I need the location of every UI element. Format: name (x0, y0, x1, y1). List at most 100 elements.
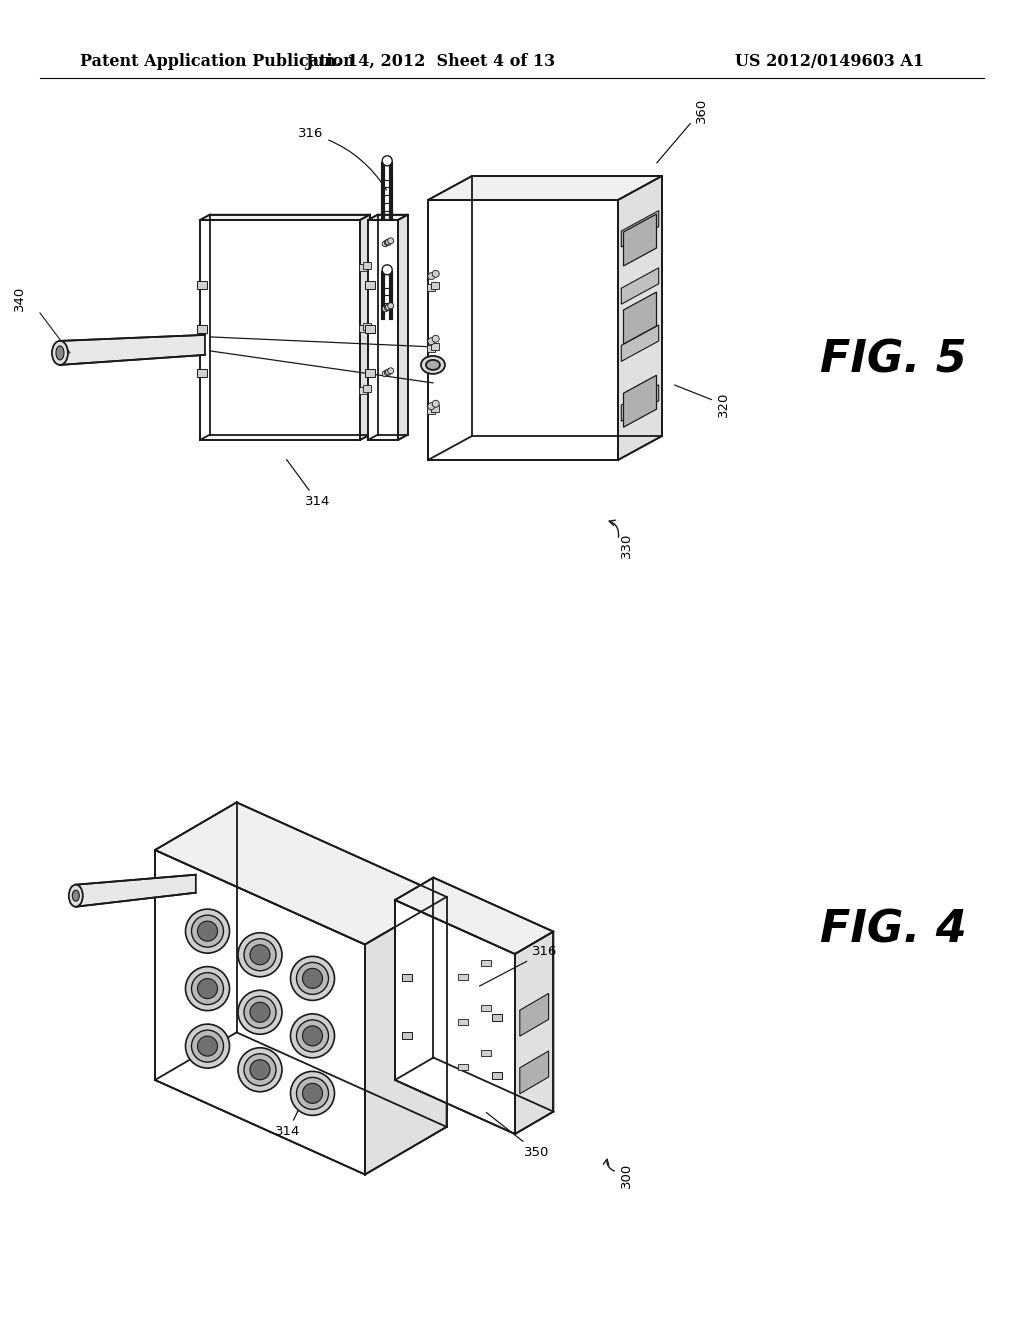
Circle shape (385, 370, 391, 375)
Bar (362, 323, 371, 330)
Polygon shape (60, 335, 205, 364)
Bar (402, 1031, 412, 1039)
Circle shape (238, 1048, 282, 1092)
Bar (359, 264, 368, 271)
Bar (366, 368, 375, 376)
Polygon shape (368, 215, 408, 220)
Polygon shape (200, 220, 360, 440)
Circle shape (250, 945, 270, 965)
Polygon shape (520, 1051, 549, 1094)
Circle shape (191, 973, 223, 1005)
Text: FIG. 4: FIG. 4 (820, 908, 967, 952)
Ellipse shape (426, 360, 440, 370)
Bar (359, 325, 368, 333)
Polygon shape (622, 385, 658, 421)
Polygon shape (622, 268, 658, 304)
Circle shape (291, 1072, 335, 1115)
Circle shape (297, 1020, 329, 1052)
Polygon shape (365, 896, 446, 1175)
Ellipse shape (73, 890, 79, 902)
Bar (427, 284, 435, 290)
Text: FIG. 5: FIG. 5 (820, 338, 967, 381)
Bar (458, 1064, 468, 1069)
Circle shape (432, 400, 439, 408)
Ellipse shape (52, 341, 68, 364)
Circle shape (250, 1060, 270, 1080)
Circle shape (191, 1030, 223, 1063)
Circle shape (384, 370, 390, 376)
Circle shape (185, 909, 229, 953)
Polygon shape (395, 878, 553, 954)
Polygon shape (520, 994, 549, 1036)
Polygon shape (398, 215, 408, 440)
Text: 330: 330 (620, 532, 633, 557)
Bar (492, 1014, 502, 1022)
Circle shape (385, 239, 391, 246)
Bar (362, 385, 371, 392)
Polygon shape (625, 378, 655, 425)
Circle shape (291, 1014, 335, 1057)
Bar (402, 974, 412, 981)
Circle shape (198, 978, 217, 999)
Polygon shape (625, 216, 655, 264)
Text: 340: 340 (13, 285, 27, 310)
Bar (366, 281, 375, 289)
Circle shape (238, 990, 282, 1035)
Bar (427, 407, 435, 413)
Ellipse shape (56, 346, 63, 360)
Circle shape (185, 966, 229, 1011)
Circle shape (382, 240, 388, 247)
Circle shape (244, 997, 276, 1028)
Polygon shape (368, 220, 398, 440)
Circle shape (244, 939, 276, 970)
Bar (359, 387, 368, 393)
Circle shape (384, 240, 390, 246)
Bar (480, 960, 490, 966)
Circle shape (198, 921, 217, 941)
Circle shape (432, 271, 439, 277)
Circle shape (388, 302, 393, 309)
Bar (458, 974, 468, 979)
Bar (362, 261, 371, 269)
Circle shape (244, 1053, 276, 1086)
Bar (431, 405, 438, 412)
Circle shape (428, 403, 435, 409)
Text: 360: 360 (656, 98, 708, 162)
Circle shape (198, 1036, 217, 1056)
Circle shape (428, 273, 435, 280)
Text: 314: 314 (275, 1089, 308, 1138)
Polygon shape (200, 215, 370, 220)
Circle shape (382, 306, 388, 312)
Polygon shape (624, 375, 656, 428)
Bar (431, 343, 438, 350)
Text: Jun. 14, 2012  Sheet 4 of 13: Jun. 14, 2012 Sheet 4 of 13 (305, 54, 555, 70)
Polygon shape (155, 803, 446, 945)
Circle shape (191, 915, 223, 948)
Circle shape (302, 969, 323, 989)
Text: 316: 316 (298, 127, 386, 190)
Ellipse shape (421, 356, 445, 374)
Circle shape (382, 156, 392, 166)
Polygon shape (428, 201, 618, 459)
Circle shape (388, 238, 393, 244)
Text: 320: 320 (675, 385, 730, 417)
Polygon shape (395, 900, 515, 1134)
Bar (198, 281, 207, 289)
Polygon shape (625, 294, 655, 342)
Bar (198, 325, 207, 333)
Circle shape (291, 957, 335, 1001)
Polygon shape (155, 850, 365, 1175)
Bar (492, 1072, 502, 1078)
Polygon shape (622, 211, 658, 247)
Circle shape (384, 305, 390, 310)
Polygon shape (624, 214, 656, 267)
Text: Patent Application Publication: Patent Application Publication (80, 54, 354, 70)
Text: 350: 350 (486, 1113, 550, 1159)
Circle shape (382, 371, 388, 376)
Text: 316: 316 (479, 945, 557, 986)
Bar (366, 325, 375, 333)
Polygon shape (76, 875, 196, 907)
Bar (480, 1005, 490, 1011)
Text: 314: 314 (287, 459, 331, 508)
Circle shape (302, 1026, 323, 1045)
